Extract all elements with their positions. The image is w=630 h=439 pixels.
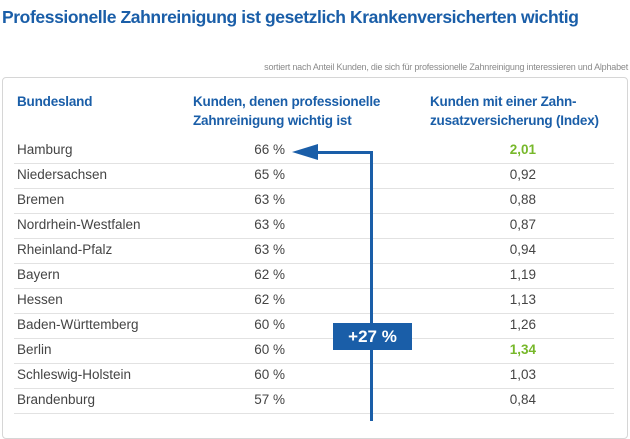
page-title: Professionelle Zahnreinigung ist gesetzl… — [2, 7, 579, 27]
arrow-shaft — [370, 151, 373, 421]
share-cell: 60 % — [254, 342, 285, 357]
share-cell: 63 % — [254, 192, 285, 207]
state-cell: Berlin — [17, 342, 52, 357]
share-cell: 60 % — [254, 367, 285, 382]
state-cell: Rheinland-Pfalz — [17, 242, 113, 257]
sort-note: sortiert nach Anteil Kunden, die sich fü… — [264, 62, 628, 72]
table-row: Hessen 62 % 1,13 — [14, 288, 614, 314]
index-cell: 1,03 — [509, 367, 536, 382]
share-cell: 62 % — [254, 292, 285, 307]
state-cell: Nordrhein-Westfalen — [17, 217, 141, 232]
table-row: Berlin 60 % 1,34 — [14, 338, 614, 364]
state-cell: Niedersachsen — [17, 167, 108, 182]
header-share-line1: Kunden, denen professionelle — [193, 94, 381, 109]
index-cell: 0,94 — [509, 242, 536, 257]
header-share-line2: Zahnreinigung wichtig ist — [193, 113, 352, 128]
table-row: Rheinland-Pfalz 63 % 0,94 — [14, 238, 614, 264]
index-cell: 0,84 — [509, 392, 536, 407]
header-index: Kunden mit einer Zahn- zusatzversicherun… — [430, 92, 599, 130]
share-cell: 62 % — [254, 267, 285, 282]
share-cell: 60 % — [254, 317, 285, 332]
state-cell: Brandenburg — [17, 392, 96, 407]
index-cell: 0,87 — [509, 217, 536, 232]
header-share: Kunden, denen professionelle Zahnreinigu… — [193, 92, 380, 130]
table-row: Baden-Württemberg 60 % 1,26 — [14, 313, 614, 339]
table-row: Brandenburg 57 % 0,84 — [14, 388, 614, 414]
state-cell: Schleswig-Holstein — [17, 367, 132, 382]
arrow-arm — [315, 151, 373, 154]
state-cell: Bayern — [17, 267, 60, 282]
index-cell: 1,13 — [509, 292, 536, 307]
table-row: Niedersachsen 65 % 0,92 — [14, 163, 614, 189]
share-cell: 65 % — [254, 167, 285, 182]
index-cell: 1,26 — [509, 317, 536, 332]
share-cell: 57 % — [254, 392, 285, 407]
table-row: Nordrhein-Westfalen 63 % 0,87 — [14, 213, 614, 239]
state-cell: Baden-Württemberg — [17, 317, 139, 332]
table-row: Bayern 62 % 1,19 — [14, 263, 614, 289]
state-cell: Hessen — [17, 292, 63, 307]
state-cell: Hamburg — [17, 142, 73, 157]
index-cell: 1,19 — [509, 267, 536, 282]
table-row: Bremen 63 % 0,88 — [14, 188, 614, 214]
share-cell: 63 % — [254, 242, 285, 257]
table-row: Hamburg 66 % 2,01 — [14, 138, 614, 164]
header-state: Bundesland — [17, 94, 93, 109]
index-cell: 1,34 — [509, 342, 536, 357]
difference-badge: +27 % — [333, 323, 412, 350]
index-cell: 2,01 — [509, 142, 536, 157]
index-cell: 0,88 — [509, 192, 536, 207]
share-cell: 63 % — [254, 217, 285, 232]
share-cell: 66 % — [254, 142, 285, 157]
arrow-left-icon — [292, 144, 318, 160]
header-index-line2: zusatzversicherung (Index) — [430, 113, 599, 128]
index-cell: 0,92 — [509, 167, 536, 182]
table-row: Schleswig-Holstein 60 % 1,03 — [14, 363, 614, 389]
state-cell: Bremen — [17, 192, 65, 207]
header-index-line1: Kunden mit einer Zahn- — [430, 94, 577, 109]
